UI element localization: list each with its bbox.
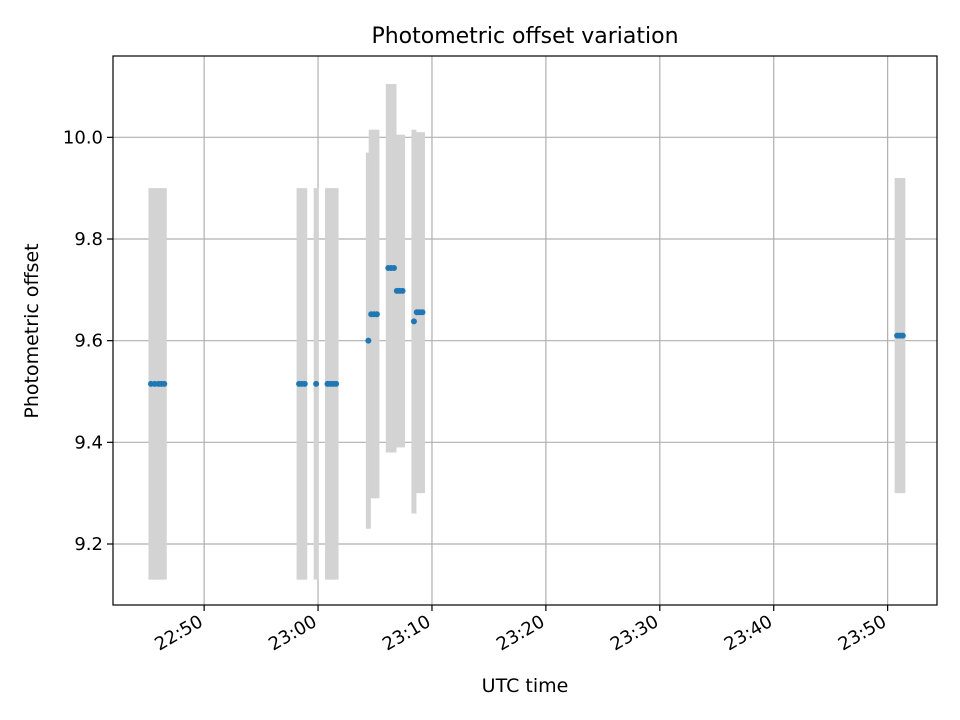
data-point bbox=[373, 311, 380, 318]
data-point bbox=[399, 287, 406, 294]
y-axis-label: Photometric offset bbox=[21, 243, 43, 418]
data-point bbox=[419, 309, 426, 316]
y-tick-label: 9.8 bbox=[74, 229, 103, 250]
y-tick-label: 10.0 bbox=[63, 127, 103, 148]
data-point bbox=[390, 264, 397, 271]
data-point bbox=[161, 380, 168, 387]
data-point bbox=[899, 332, 906, 339]
y-axis-ticks: 9.2 9.4 9.6 9.8 10.0 bbox=[63, 127, 113, 555]
y-tick-label: 9.4 bbox=[74, 432, 103, 453]
y-tick-label: 9.6 bbox=[74, 331, 103, 352]
grid-lines bbox=[113, 56, 937, 605]
y-tick-label: 9.2 bbox=[74, 534, 103, 555]
data-point bbox=[365, 337, 372, 344]
data-point bbox=[313, 380, 320, 387]
data-points bbox=[147, 264, 906, 387]
data-point bbox=[333, 380, 340, 387]
data-point bbox=[410, 318, 417, 325]
plot-frame bbox=[112, 55, 938, 606]
data-point bbox=[301, 380, 308, 387]
chart-title: Photometric offset variation bbox=[371, 24, 678, 49]
x-axis-label: UTC time bbox=[482, 675, 569, 697]
